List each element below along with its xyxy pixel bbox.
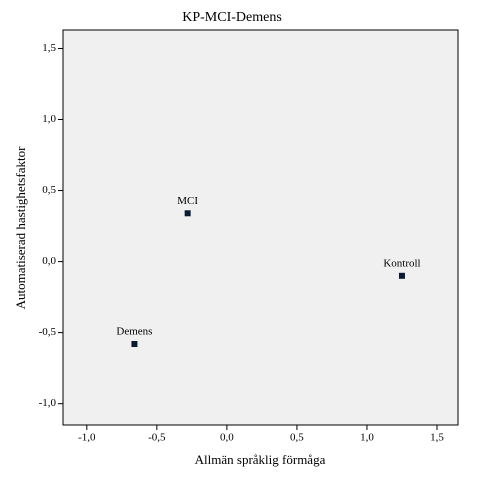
point <box>131 341 138 348</box>
y-tick-label: -1,0 <box>39 397 57 409</box>
point-label: Kontroll <box>383 257 420 269</box>
x-tick-label: -0,5 <box>148 432 166 444</box>
x-axis-title: Allmän språklig förmåga <box>195 452 326 467</box>
y-tick-label: 1,0 <box>42 113 56 125</box>
point-label: MCI <box>177 195 198 207</box>
x-tick-label: 1,0 <box>360 432 374 444</box>
x-tick-label: -1,0 <box>78 432 96 444</box>
y-tick-label: 0,0 <box>42 255 56 267</box>
point <box>184 210 191 217</box>
point-label: Demens <box>116 326 152 338</box>
chart-title: KP-MCI-Demens <box>182 10 282 25</box>
y-axis-title: Automatiserad hastighetsfaktor <box>13 146 28 309</box>
plot-area <box>62 29 459 426</box>
y-tick-label: -0,5 <box>39 326 57 338</box>
y-tick-label: 1,5 <box>42 42 56 54</box>
point <box>398 272 405 279</box>
x-tick-label: 0,5 <box>290 432 304 444</box>
x-tick-label: 1,5 <box>430 432 444 444</box>
x-tick-label: 0,0 <box>220 432 234 444</box>
y-tick-label: 0,5 <box>42 184 56 196</box>
